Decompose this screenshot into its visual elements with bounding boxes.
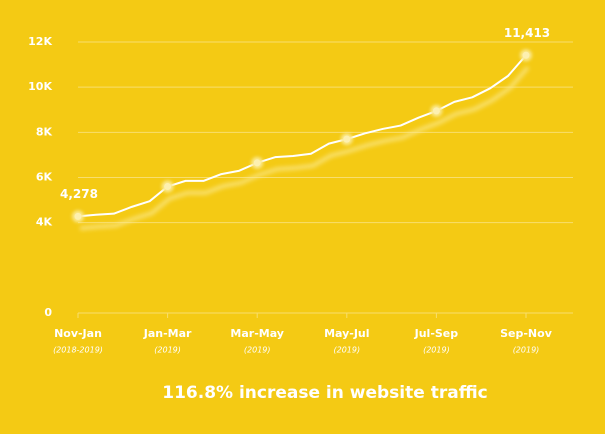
chart-title: 116.8% increase in website traffic [162, 383, 487, 403]
x-tick-label: May-Jul [324, 327, 369, 340]
point [164, 183, 172, 191]
x-tick-sublabel: (2018-2019) [53, 346, 103, 355]
line [77, 54, 527, 218]
x-tick-sublabel: (2019) [154, 346, 181, 355]
point [343, 135, 351, 143]
y-tick-label: 12K [28, 35, 52, 48]
x-tick-sublabel: (2019) [423, 346, 450, 355]
x-tick-label: Jan-Mar [143, 327, 192, 340]
x-tick-sublabel: (2019) [244, 346, 271, 355]
x-tick-label: Jul-Sep [414, 327, 459, 340]
y-tick-label: 10K [28, 80, 52, 93]
y-tick-label: 0 [44, 306, 52, 319]
line-shadow [79, 65, 530, 231]
point [74, 212, 82, 220]
data-label: 11,413 [504, 26, 550, 40]
x-tick-label: Sep-Nov [500, 327, 553, 340]
x-tick-sublabel: (2019) [513, 346, 540, 355]
x-tick-label: Nov-Jan [54, 327, 102, 340]
x-tick-label: Mar-May [230, 327, 284, 340]
x-tick-sublabel: (2019) [333, 346, 360, 355]
y-tick-label: 4K [36, 216, 53, 229]
y-tick-label: 6K [36, 171, 53, 184]
point [432, 107, 440, 115]
y-tick-label: 8K [36, 125, 53, 138]
point [522, 51, 530, 59]
point [253, 159, 261, 167]
data-label: 4,278 [60, 187, 98, 201]
